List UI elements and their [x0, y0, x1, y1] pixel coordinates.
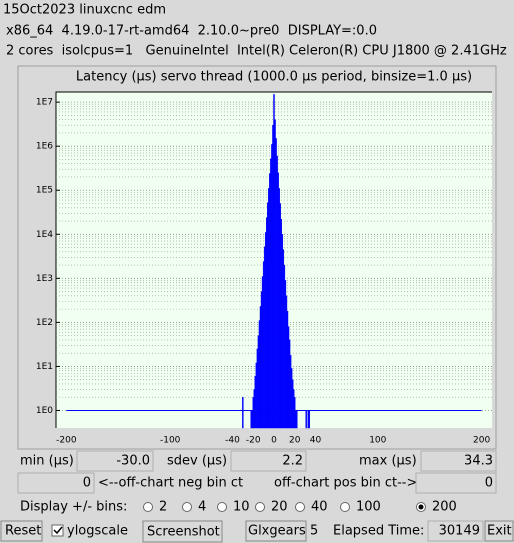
- neg-label: <--off-chart neg bin ct: [98, 476, 243, 491]
- radio-label: 40: [311, 500, 328, 515]
- screenshot-text: Screenshot: [147, 525, 220, 540]
- pos-count: 0: [485, 476, 493, 491]
- sdev-value: 2.2: [282, 454, 303, 469]
- pos-label: off-chart pos bin ct-->: [274, 476, 417, 491]
- bar: [308, 410, 311, 429]
- radio-button[interactable]: [143, 502, 153, 512]
- glxgears-button[interactable]: [245, 520, 307, 542]
- exit-text: Exit: [487, 524, 512, 539]
- radio-label: 10: [233, 500, 250, 515]
- y-tick-label: 1E5: [36, 186, 53, 196]
- chart-title: Latency (µs) servo thread (1000.0 µs per…: [76, 70, 472, 85]
- x-tick-label: -200: [56, 436, 77, 446]
- y-tick-label: 1E1: [36, 362, 53, 372]
- screenshot-button[interactable]: [142, 520, 223, 543]
- ylogscale-label: ylogscale: [67, 524, 128, 539]
- system-line: x86_64 4.19.0-17-rt-amd64 2.10.0~pre0 DI…: [6, 24, 377, 39]
- bar: [242, 397, 244, 429]
- min-entry: [76, 450, 154, 472]
- elapsed-label: Elapsed Time:: [333, 524, 424, 539]
- radio-label: 200: [432, 500, 457, 515]
- y-tick-label: 1E6: [36, 142, 53, 152]
- max-entry: [420, 450, 497, 472]
- bar: [296, 410, 298, 429]
- x-tick-label: 100: [369, 436, 386, 446]
- x-tick-label: 200: [473, 436, 490, 446]
- neg-count: 0: [83, 476, 91, 491]
- radio-selected: [418, 504, 424, 510]
- radio-label: 4: [198, 500, 206, 515]
- radio-button[interactable]: [217, 502, 227, 512]
- y-tick-label: 1E0: [36, 406, 53, 416]
- bins-label: Display +/- bins:: [20, 500, 127, 515]
- radio-button[interactable]: [182, 502, 192, 512]
- radio-label: 20: [271, 500, 288, 515]
- neg-entry: [17, 472, 95, 494]
- check-mark: [53, 526, 63, 535]
- x-tick-label: 0: [271, 436, 277, 446]
- reset-button[interactable]: [0, 520, 43, 542]
- y-tick-label: 1E7: [36, 98, 53, 108]
- radio-label: 100: [356, 500, 381, 515]
- radio-button[interactable]: [295, 502, 305, 512]
- bar: [305, 410, 307, 429]
- reset-text: Reset: [5, 524, 41, 539]
- y-tick-label: 1E2: [36, 318, 53, 328]
- x-tick-label: -20: [246, 436, 261, 446]
- window-title: 15Oct2023 linuxcnc edm: [3, 3, 166, 18]
- sdev-entry: [230, 450, 307, 472]
- system-line: 2 cores isolcpus=1 GenuineIntel Intel(R)…: [6, 44, 507, 59]
- exit-button[interactable]: [484, 520, 514, 542]
- radio-button[interactable]: [255, 502, 265, 512]
- max-value: 34.3: [464, 454, 493, 469]
- glxgears-count: 5: [310, 524, 318, 539]
- bins-radios: 2 4 10 20 40 100 200: [143, 500, 457, 515]
- y-tick-label: 1E3: [36, 274, 53, 284]
- glxgears-text: Glxgears: [248, 524, 306, 539]
- elapsed-entry: [427, 520, 484, 542]
- x-tick-label: 20: [289, 436, 301, 446]
- sdev-label: sdev (µs): [167, 454, 227, 469]
- x-tick-label: -40: [225, 436, 240, 446]
- elapsed-value: 30149: [439, 524, 480, 539]
- ylogscale-checkbox[interactable]: [51, 524, 64, 537]
- radio-label: 2: [159, 500, 167, 515]
- radio-button[interactable]: [340, 502, 350, 512]
- x-tick-label: 40: [310, 436, 322, 446]
- pos-entry: [415, 472, 497, 494]
- min-label: min (µs): [20, 454, 74, 469]
- plot-border: [55, 91, 492, 428]
- y-tick-label: 1E4: [36, 230, 53, 240]
- x-tick-label: -100: [160, 436, 181, 446]
- min-value: -30.0: [116, 454, 150, 469]
- max-label: max (µs): [359, 454, 417, 469]
